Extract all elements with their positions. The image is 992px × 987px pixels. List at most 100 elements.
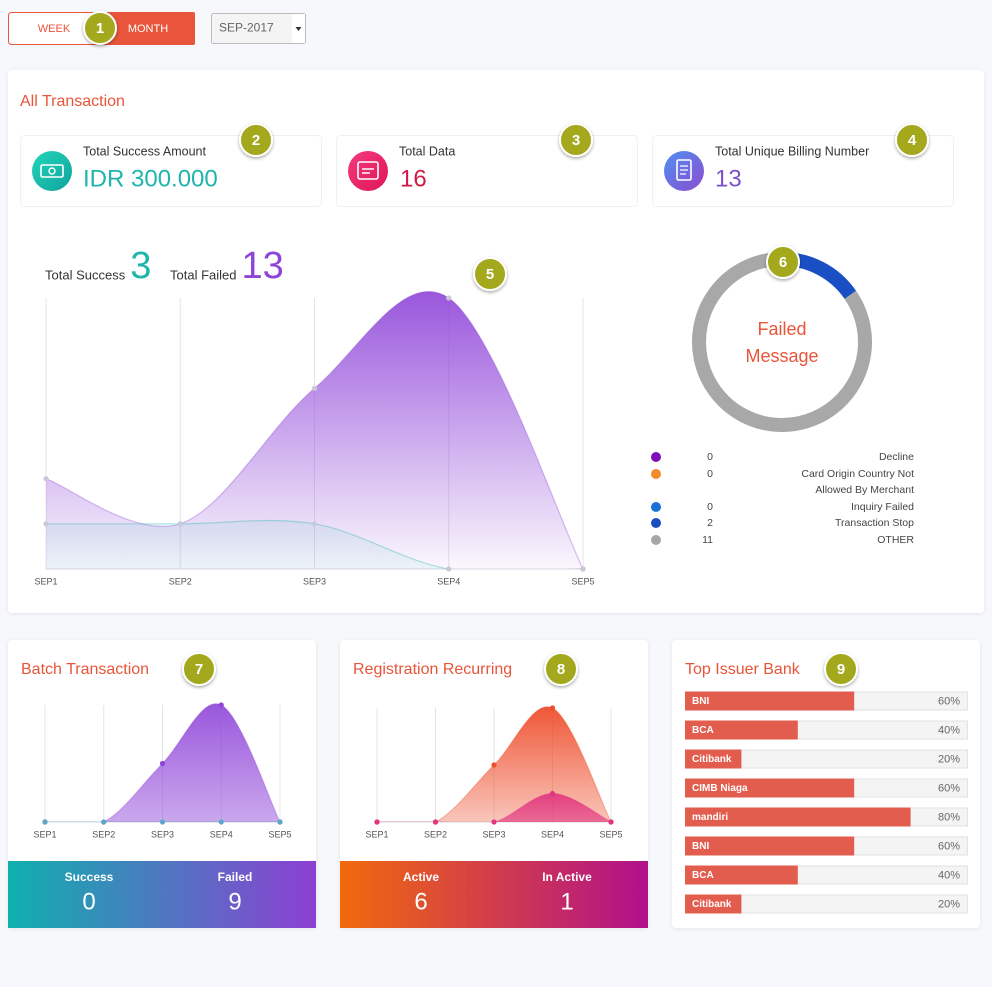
x-tick-label: SEP5 <box>599 829 622 839</box>
x-tick-label: SEP1 <box>365 829 388 839</box>
legend-label: Inquiry Failed <box>850 500 914 513</box>
bar-value: 40% <box>938 869 960 881</box>
footer-value: 9 <box>228 888 241 915</box>
point <box>159 819 166 825</box>
badges: 1 2 3 4 5 6 7 8 9 <box>83 11 929 686</box>
point <box>218 819 224 825</box>
area <box>46 291 583 569</box>
bar-label: mandiri <box>692 812 728 823</box>
badge-number: 1 <box>96 20 104 37</box>
x-tick-label: SEP4 <box>541 829 564 839</box>
summary-label: Total Success <box>45 267 126 282</box>
month-label: MONTH <box>128 23 168 35</box>
badge: 4 <box>895 123 929 157</box>
panel-title: Registration Recurring <box>353 661 512 678</box>
legend-item: 0 Decline <box>651 449 914 466</box>
x-tick-label: SEP5 <box>571 576 594 586</box>
donut-title: Failed Message <box>745 319 819 366</box>
select-arrow <box>295 27 302 31</box>
area <box>45 703 280 822</box>
legend-value: 0 <box>707 500 713 513</box>
bar-label: Citibank <box>692 899 732 910</box>
panel-title: Batch Transaction <box>21 661 149 678</box>
bar <box>685 720 798 740</box>
bar-value: 20% <box>938 753 960 765</box>
point <box>42 819 48 825</box>
bar-value: 60% <box>938 782 960 794</box>
bar-label: BCA <box>692 725 714 736</box>
area <box>46 520 583 569</box>
legend-label: Card Origin Country Not Allowed By Merch… <box>801 467 914 497</box>
badge: 2 <box>239 123 273 157</box>
point <box>374 819 380 825</box>
card-icon <box>664 151 704 191</box>
icon-shape <box>362 168 374 174</box>
point <box>43 521 49 527</box>
badge-number: 3 <box>572 132 580 149</box>
batch-footer <box>8 861 316 928</box>
legend-label: Decline <box>878 451 914 463</box>
legend-item: 11 OTHER <box>651 532 914 549</box>
line <box>45 703 280 822</box>
point <box>549 790 556 797</box>
card <box>652 135 954 207</box>
area <box>377 793 611 822</box>
legend-item: 2 Transaction Stop <box>651 515 914 532</box>
month-button[interactable] <box>101 12 195 45</box>
card <box>336 135 638 207</box>
bar-label: Citibank <box>692 754 732 765</box>
legend-dot <box>651 501 661 512</box>
bar-value: 40% <box>938 724 960 736</box>
point <box>608 819 614 825</box>
badge: 5 <box>473 257 507 291</box>
point <box>491 762 497 768</box>
summary-value: 3 <box>130 245 151 287</box>
card-icon <box>32 151 72 191</box>
bar-value: 60% <box>938 840 960 852</box>
legend-value: 0 <box>707 451 713 463</box>
x-tick-label: SEP2 <box>169 576 192 586</box>
point <box>159 760 166 767</box>
bar-value: 60% <box>938 695 960 707</box>
card-label: Total Data <box>399 144 455 158</box>
legend-dot <box>651 468 661 479</box>
footer-label: In Active <box>542 870 592 884</box>
card-label: Total Success Amount <box>83 144 207 158</box>
legend-dot <box>651 452 661 462</box>
point <box>549 705 556 711</box>
badge: 1 <box>83 11 117 45</box>
card-value: 16 <box>400 165 427 192</box>
x-tick-label: SEP4 <box>437 576 460 586</box>
line <box>377 706 611 822</box>
footer-value: 1 <box>560 888 573 915</box>
bar <box>685 749 742 769</box>
badge: 6 <box>766 245 800 279</box>
charts: SEP1 SEP2 SEP3 SEP4 SEP5 Total Success 3 Total … <box>33 245 968 915</box>
point <box>277 819 283 825</box>
period-label: SEP-2017 <box>219 21 274 35</box>
legend-item: 0 Inquiry Failed <box>651 499 914 516</box>
bar-value: 20% <box>938 898 960 910</box>
x-tick-label: SEP3 <box>151 829 174 839</box>
icon-shape <box>357 161 379 180</box>
point <box>43 476 49 482</box>
x-tick-label: SEP2 <box>424 829 447 839</box>
badge: 3 <box>559 123 593 157</box>
point <box>177 521 183 527</box>
bar-label: CIMB Niaga <box>692 783 748 794</box>
donut-segment <box>692 252 872 432</box>
footer-label: Success <box>65 870 114 884</box>
badge-number: 5 <box>486 266 494 283</box>
badge-number: 6 <box>779 254 787 271</box>
registration-footer <box>340 861 648 928</box>
legend-label: OTHER <box>877 533 914 546</box>
bar <box>685 894 742 914</box>
period-select[interactable] <box>211 13 306 44</box>
card-value: 13 <box>715 165 742 192</box>
x-tick-label: SEP4 <box>210 829 233 839</box>
icon-shape <box>40 164 64 178</box>
legend-dot <box>651 518 661 529</box>
badge-number: 8 <box>557 661 565 678</box>
